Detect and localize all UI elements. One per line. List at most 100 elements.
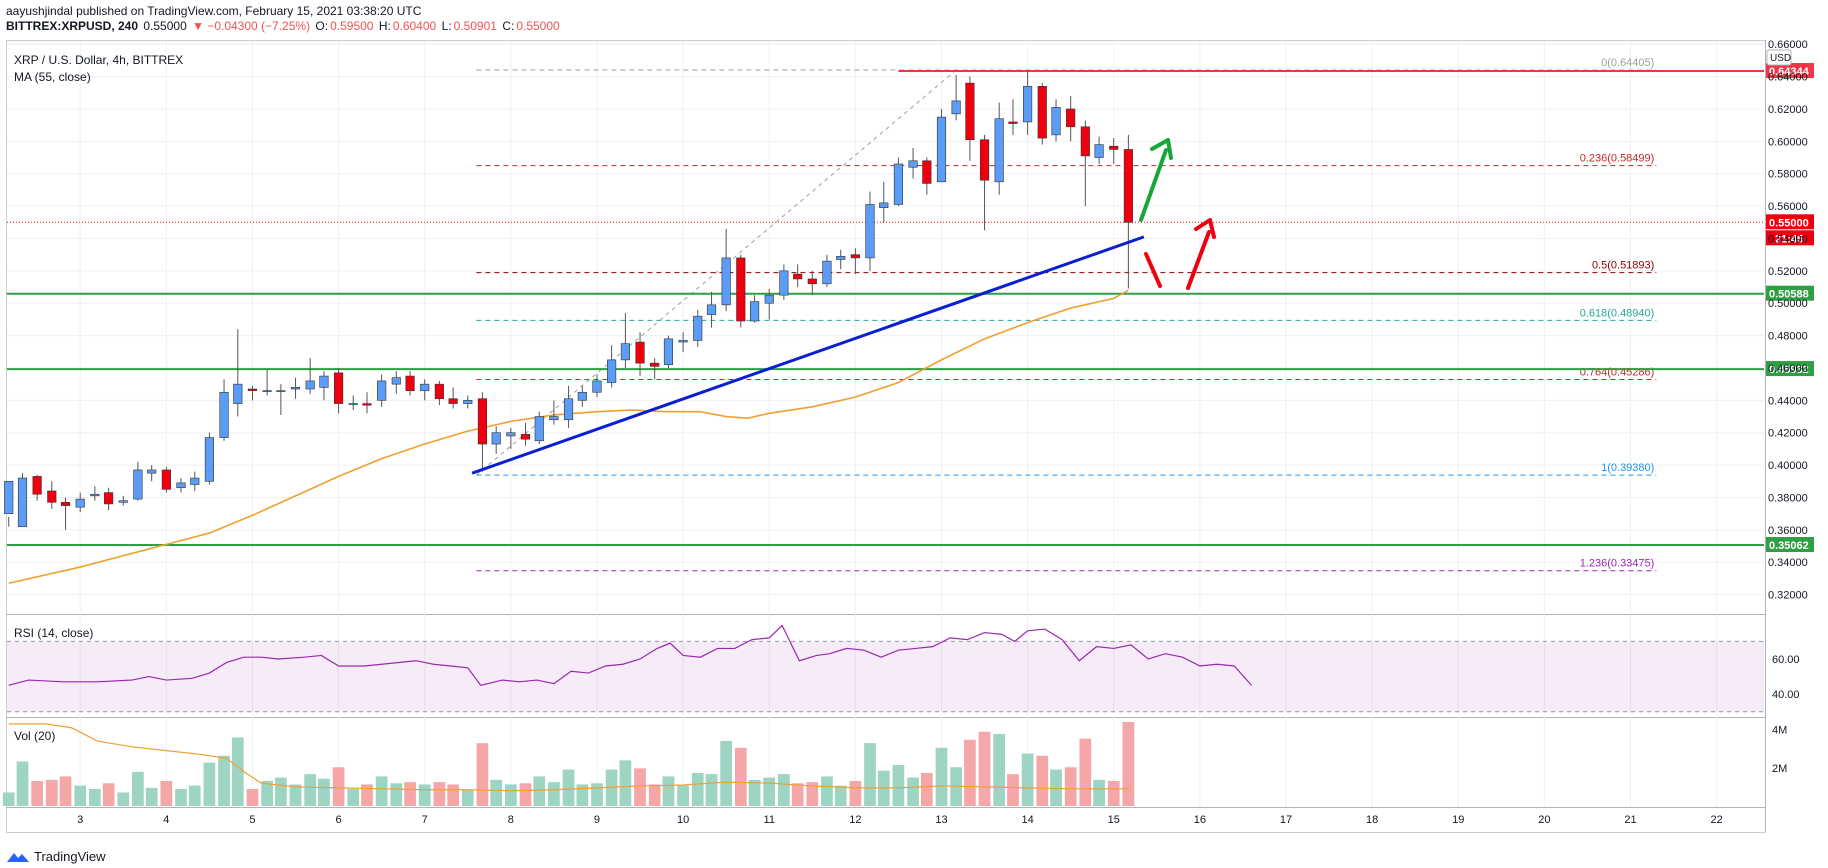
price-tick-label: 0.38000 bbox=[1768, 492, 1808, 504]
blue-trendline[interactable] bbox=[471, 235, 1145, 475]
open-value: 0.59500 bbox=[330, 19, 374, 33]
currency-badge[interactable] bbox=[1766, 49, 1792, 66]
volume-bar bbox=[102, 783, 115, 806]
candle-body bbox=[922, 160, 932, 184]
rsi-panel: 60.00 40.00 bbox=[7, 624, 1800, 713]
price-tick-label: 0.54000 bbox=[1768, 233, 1808, 245]
open-label: O: bbox=[315, 19, 329, 33]
close-label: C: bbox=[502, 19, 515, 33]
green-arrow-icon[interactable] bbox=[1139, 148, 1168, 222]
volume-bar bbox=[59, 776, 72, 806]
candle-body bbox=[879, 202, 889, 209]
price-tick-label: 0.32000 bbox=[1768, 590, 1808, 602]
level-price-badge[interactable] bbox=[1766, 285, 1814, 301]
level-price-badge[interactable] bbox=[1766, 63, 1814, 79]
price-tick-label: 0.66000 bbox=[1768, 39, 1808, 51]
candle-body bbox=[520, 434, 531, 440]
candle-body bbox=[1008, 121, 1018, 124]
time-tick-label: 19 bbox=[1452, 814, 1464, 826]
fib-level-label: 0(0.64405) bbox=[1601, 57, 1654, 69]
time-tick-label: 8 bbox=[508, 814, 514, 826]
candle-body bbox=[1066, 108, 1076, 128]
volume-bar bbox=[533, 776, 546, 806]
volume-bar bbox=[332, 767, 345, 806]
candle-body bbox=[750, 301, 760, 322]
candle-body bbox=[161, 469, 171, 490]
volume-bar bbox=[361, 784, 373, 806]
red-arrow-up-icon[interactable] bbox=[1186, 230, 1211, 290]
rsi-band bbox=[7, 641, 1764, 712]
fib-level-label: 0.5(0.51893) bbox=[1592, 260, 1654, 272]
red-arrow-down-icon[interactable] bbox=[1144, 252, 1162, 288]
price-change: ▼ −0.04300 (−7.25%) bbox=[192, 19, 311, 33]
price-tick-label: 0.52000 bbox=[1768, 266, 1808, 278]
arrows[interactable] bbox=[1139, 138, 1216, 290]
time-tick-label: 22 bbox=[1711, 814, 1723, 826]
volume-bar bbox=[188, 785, 201, 806]
fibonacci-retracement[interactable]: 0(0.64405) 0.236(0.58499) 0.5(0.51893) 0.61… bbox=[476, 57, 1657, 572]
published-text: published on TradingView.com, February 1… bbox=[76, 4, 422, 18]
time-tick-label: 7 bbox=[422, 814, 428, 826]
price-axis[interactable]: 0.66000 0.64000 0.62000 0.60000 0.58000 0.560… bbox=[1766, 39, 1808, 602]
candle-body bbox=[477, 398, 487, 445]
level-price-label: 0.64344 bbox=[1769, 66, 1810, 78]
volume-bar bbox=[634, 768, 646, 806]
level-price-badge[interactable] bbox=[1766, 361, 1814, 377]
volume-bar bbox=[920, 772, 933, 806]
trendline-group[interactable] bbox=[471, 235, 1145, 475]
time-tick-label: 15 bbox=[1108, 814, 1120, 826]
horizontal-levels[interactable]: 0.64344 0.50588 0.45932 0.35062 0.55000 21:45 bbox=[7, 63, 1814, 553]
candle-body bbox=[965, 82, 975, 141]
candle-body bbox=[463, 400, 473, 404]
fib-anchor-line[interactable] bbox=[476, 69, 957, 476]
candle-body bbox=[262, 390, 272, 392]
time-tick-label: 17 bbox=[1280, 814, 1292, 826]
candle-body bbox=[104, 492, 114, 505]
time-axis[interactable]: 3 4 5 6 7 8 9 10 11 12 13 14 15 16 17 18 19 20 21 22 bbox=[77, 814, 1723, 826]
volume-bar bbox=[864, 743, 876, 806]
time-tick-label: 4 bbox=[163, 814, 169, 826]
volume-bar bbox=[1021, 753, 1034, 806]
volume-bar bbox=[132, 771, 144, 806]
price-tick-label: 0.62000 bbox=[1768, 104, 1808, 116]
candle-body bbox=[908, 160, 918, 168]
volume-bar bbox=[1093, 779, 1105, 806]
candle-body bbox=[779, 270, 789, 296]
volume-bar bbox=[490, 779, 503, 806]
volume-bar bbox=[31, 780, 44, 806]
vol-legend: Vol (20) bbox=[14, 729, 55, 743]
time-tick-label: 14 bbox=[1021, 814, 1033, 826]
candle-body bbox=[706, 304, 717, 315]
close-value: 0.55000 bbox=[516, 19, 560, 33]
volume-bar bbox=[1107, 780, 1120, 806]
ma-legend: MA (55, close) bbox=[14, 70, 91, 84]
candle-body bbox=[247, 388, 258, 391]
volume-bar bbox=[231, 737, 244, 806]
volume-bar bbox=[289, 784, 302, 806]
volume-bar bbox=[519, 783, 532, 806]
candle-body bbox=[635, 341, 645, 364]
candle-body bbox=[620, 343, 630, 361]
chart-header: aayushjindal published on TradingView.co… bbox=[6, 4, 562, 34]
candle-body bbox=[348, 403, 358, 405]
rsi-tick-label: 40.00 bbox=[1772, 689, 1800, 701]
volume-bar bbox=[849, 780, 862, 806]
current-price-badge[interactable] bbox=[1766, 214, 1814, 230]
candle-body bbox=[650, 362, 660, 367]
level-price-label: 0.50588 bbox=[1769, 289, 1809, 301]
volume-bar bbox=[461, 790, 474, 806]
ma55-line bbox=[8, 289, 1129, 585]
symbol-legend: XRP / U.S. Dollar, 4h, BITTREX bbox=[14, 53, 183, 67]
candle-body bbox=[276, 390, 286, 392]
brand[interactable]: TradingView bbox=[34, 849, 106, 864]
volume-bar bbox=[763, 777, 776, 806]
author[interactable]: aayushjindal bbox=[6, 4, 73, 18]
candle-body bbox=[936, 116, 947, 183]
volume-bar bbox=[548, 782, 560, 806]
time-tick-label: 10 bbox=[677, 814, 689, 826]
volume-bar bbox=[418, 784, 431, 806]
level-price-badge[interactable] bbox=[1766, 537, 1814, 553]
price-tick-label: 0.58000 bbox=[1768, 169, 1808, 181]
price-tick-label: 0.36000 bbox=[1768, 525, 1808, 537]
